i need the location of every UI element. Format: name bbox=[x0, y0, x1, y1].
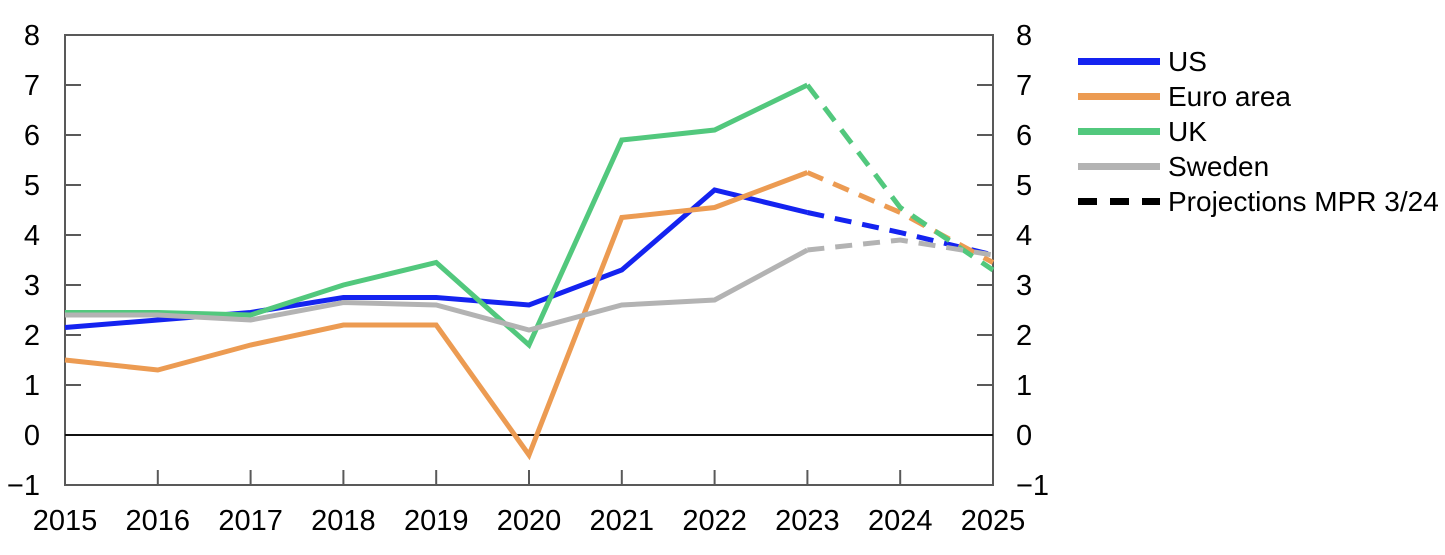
series-line-euro-area bbox=[64, 170, 809, 461]
y-tick-label-left: 8 bbox=[24, 20, 40, 52]
legend-swatch-sweden bbox=[1078, 163, 1160, 170]
x-tick-label: 2015 bbox=[33, 505, 98, 537]
legend-item-projections: Projections MPR 3/24 bbox=[1078, 184, 1439, 219]
legend-item-us: US bbox=[1078, 44, 1439, 79]
y-tick-label-right: 4 bbox=[1016, 220, 1032, 252]
y-tick-label-right: −1 bbox=[1016, 470, 1049, 502]
x-tick-label: 2022 bbox=[682, 505, 747, 537]
plot-frame bbox=[64, 34, 994, 486]
x-tick-label: 2019 bbox=[404, 505, 469, 537]
y-tick-label-right: 5 bbox=[1016, 170, 1032, 202]
legend-swatch-uk bbox=[1078, 128, 1160, 135]
legend-item-uk: UK bbox=[1078, 114, 1439, 149]
series-line-sweden bbox=[65, 247, 809, 333]
x-tick-label: 2023 bbox=[775, 505, 840, 537]
y-tick-label-right: 3 bbox=[1016, 270, 1032, 302]
y-tick-label-right: 8 bbox=[1016, 20, 1032, 52]
legend-swatch-euro-area bbox=[1078, 93, 1160, 100]
x-tick-label: 2020 bbox=[497, 505, 562, 537]
y-tick-label-left: 7 bbox=[24, 70, 40, 102]
y-tick-label-right: 7 bbox=[1016, 70, 1032, 102]
y-tick-label-left: 2 bbox=[24, 320, 40, 352]
x-tick-label: 2016 bbox=[126, 505, 191, 537]
y-tick-label-left: 3 bbox=[24, 270, 40, 302]
y-tick-label-right: 0 bbox=[1016, 420, 1032, 452]
series-projection-us bbox=[806, 210, 994, 258]
legend-label-projections: Projections MPR 3/24 bbox=[1168, 185, 1439, 217]
series-line-uk bbox=[65, 82, 809, 350]
y-tick-label-left: 0 bbox=[24, 420, 40, 452]
y-tick-label-left: 6 bbox=[24, 120, 40, 152]
legend-label-us: US bbox=[1168, 45, 1207, 77]
y-tick-label-right: 1 bbox=[1016, 370, 1032, 402]
legend-item-euro-area: Euro area bbox=[1078, 79, 1439, 114]
legend: US Euro area UK Sweden Projections MPR 3… bbox=[1078, 44, 1439, 219]
series-projection-euro-area bbox=[806, 170, 995, 265]
legend-swatch-projections bbox=[1078, 198, 1160, 205]
legend-item-sweden: Sweden bbox=[1078, 149, 1439, 184]
x-tick-label: 2021 bbox=[590, 505, 655, 537]
legend-label-uk: UK bbox=[1168, 115, 1207, 147]
y-tick-label-left: −1 bbox=[7, 470, 40, 502]
x-tick-label: 2018 bbox=[311, 505, 376, 537]
x-tick-label: 2025 bbox=[961, 505, 1026, 537]
x-tick-label: 2017 bbox=[218, 505, 283, 537]
legend-label-euro-area: Euro area bbox=[1168, 80, 1291, 112]
y-tick-label-left: 5 bbox=[24, 170, 40, 202]
legend-label-sweden: Sweden bbox=[1168, 150, 1270, 182]
y-tick-label-left: 1 bbox=[24, 370, 40, 402]
x-tick-label: 2024 bbox=[868, 505, 933, 537]
legend-swatch-us bbox=[1078, 58, 1160, 65]
y-tick-label-right: 6 bbox=[1016, 120, 1032, 152]
y-tick-label-left: 4 bbox=[24, 220, 40, 252]
series-projection-sweden bbox=[807, 237, 994, 258]
y-tick-label-right: 2 bbox=[1016, 320, 1032, 352]
